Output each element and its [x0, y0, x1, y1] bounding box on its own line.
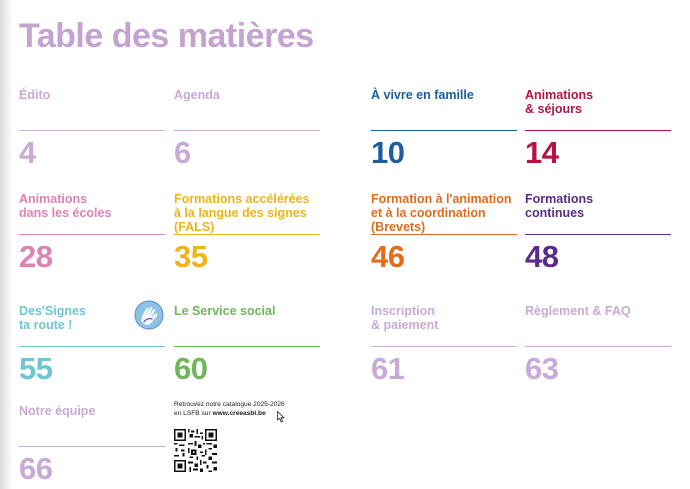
toc-entry-divider — [525, 130, 671, 131]
toc-entry-reglement-faq[interactable]: Règlement & FAQ 63 — [525, 304, 671, 384]
toc-entry-label: Inscription & paiement — [371, 304, 439, 332]
catalogue-note-line2: en LSFB sur www.creeasbl.be — [174, 410, 314, 419]
toc-entry-divider — [174, 130, 320, 131]
toc-entry-divider — [371, 130, 517, 131]
qr-code-icon[interactable] — [174, 429, 217, 472]
toc-entry-fals[interactable]: Formations accélérées à la langue des sig… — [174, 192, 320, 272]
toc-entry-inscription-paiement[interactable]: Inscription & paiement 61 — [371, 304, 517, 384]
page-title: Table des matières — [19, 17, 314, 55]
toc-entry-animations-ecoles[interactable]: Animations dans les écoles 28 — [19, 192, 165, 272]
toc-entry-page-number: 55 — [19, 351, 53, 386]
toc-entry-label: Formation à l'animation et à la coordinat… — [371, 192, 512, 234]
catalogue-note: Retrouvez notre catalogue 2025-2026 en L… — [174, 401, 314, 418]
toc-entry-divider — [525, 346, 671, 347]
mouse-cursor-icon — [277, 411, 285, 423]
toc-entry-page-number: 60 — [174, 351, 208, 386]
toc-entry-page-number: 28 — [19, 239, 53, 274]
toc-entry-page-number: 61 — [371, 351, 405, 386]
toc-entry-label: Notre équipe — [19, 404, 96, 418]
toc-entry-divider — [525, 234, 671, 235]
toc-entry-label: Règlement & FAQ — [525, 304, 631, 318]
toc-entry-agenda[interactable]: Agenda 6 — [174, 88, 320, 168]
toc-entry-page-number: 48 — [525, 239, 559, 274]
toc-entry-brevets[interactable]: Formation à l'animation et à la coordinat… — [371, 192, 517, 272]
toc-entry-divider — [174, 234, 320, 235]
toc-entry-label: Édito — [19, 88, 51, 102]
toc-entry-service-social[interactable]: Le Service social 60 — [174, 304, 320, 384]
page-edge-shadow — [0, 0, 14, 489]
toc-entry-page-number: 63 — [525, 351, 559, 386]
sign-language-hand-logo-icon — [134, 300, 164, 330]
toc-entry-divider — [371, 234, 517, 235]
toc-entry-des-signes-ta-route[interactable]: Des'Signes ta route ! 55 — [19, 304, 165, 384]
toc-entry-animations-sejours[interactable]: Animations & séjours 14 — [525, 88, 671, 168]
catalogue-note-prefix: en LSFB sur — [174, 409, 213, 417]
toc-entry-page-number: 66 — [19, 451, 53, 486]
toc-entry-divider — [371, 346, 517, 347]
toc-entry-label: Formations continues — [525, 192, 594, 220]
toc-entry-divider — [19, 346, 165, 347]
toc-entry-divider — [19, 446, 165, 447]
catalogue-note-line1: Retrouvez notre catalogue 2025-2026 — [174, 401, 285, 408]
toc-entry-label: Agenda — [174, 88, 220, 102]
toc-entry-edito[interactable]: Édito 4 — [19, 88, 165, 168]
toc-entry-divider — [19, 234, 165, 235]
toc-entry-formations-continues[interactable]: Formations continues 48 — [525, 192, 671, 272]
toc-entry-page-number: 4 — [19, 135, 36, 170]
toc-entry-page-number: 10 — [371, 135, 405, 170]
toc-entry-label: Animations & séjours — [525, 88, 594, 116]
toc-entry-label: Animations dans les écoles — [19, 192, 112, 220]
toc-entry-page-number: 35 — [174, 239, 208, 274]
toc-entry-label: À vivre en famille — [371, 88, 474, 102]
toc-entry-divider — [174, 346, 320, 347]
toc-entry-label: Des'Signes ta route ! — [19, 304, 86, 332]
catalogue-website-link[interactable]: www.creeasbl.be — [212, 409, 266, 417]
toc-entry-page-number: 6 — [174, 135, 191, 170]
toc-entry-divider — [19, 130, 165, 131]
toc-entry-a-vivre-en-famille[interactable]: À vivre en famille 10 — [371, 88, 517, 168]
toc-entry-label: Le Service social — [174, 304, 276, 318]
toc-entry-page-number: 46 — [371, 239, 405, 274]
toc-entry-label: Formations accélérées à la langue des sig… — [174, 192, 310, 234]
toc-entry-page-number: 14 — [525, 135, 559, 170]
toc-entry-notre-equipe[interactable]: Notre équipe 66 — [19, 404, 165, 484]
